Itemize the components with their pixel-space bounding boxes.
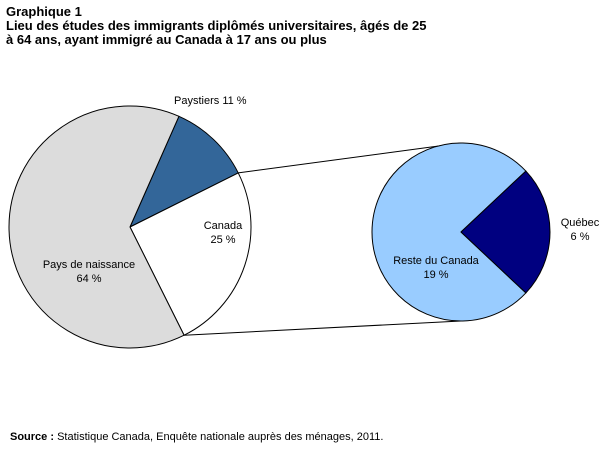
pie-slice-pays-de-naissance bbox=[8, 105, 185, 349]
source-text: Statistique Canada, Enquête nationale au… bbox=[54, 431, 384, 443]
pie-slice-canada bbox=[129, 172, 252, 336]
connector-line-bottom bbox=[184, 320, 462, 336]
label-paystiers: Paystiers 11 % bbox=[174, 95, 247, 107]
label-quebec-name: Québec bbox=[561, 217, 600, 229]
label-quebec-value: 6 % bbox=[571, 231, 590, 243]
label-pays-naissance-value: 64 % bbox=[76, 273, 101, 285]
chart-title-line1: Graphique 1 bbox=[6, 4, 82, 19]
source-label: Source : bbox=[10, 431, 55, 443]
label-reste-canada-name: Reste du Canada bbox=[393, 255, 479, 267]
label-pays-naissance-name: Pays de naissance bbox=[43, 259, 135, 271]
chart-title: Graphique 1 Lieu des études des immigran… bbox=[6, 5, 601, 47]
pie-slice-paystiers bbox=[129, 115, 239, 228]
pie-slice-quebec bbox=[460, 170, 551, 294]
connector-line-top bbox=[238, 142, 462, 174]
label-canada-name: Canada bbox=[204, 220, 243, 232]
source-note: Source : Statistique Canada, Enquête nat… bbox=[10, 431, 383, 443]
chart-title-line3: à 64 ans, ayant immigré au Canada à 17 a… bbox=[6, 32, 327, 47]
label-canada-value: 25 % bbox=[210, 234, 235, 246]
chart-title-line2: Lieu des études des immigrants diplômés … bbox=[6, 18, 427, 33]
label-reste-canada-value: 19 % bbox=[423, 269, 448, 281]
pie-slice-reste-du-canada bbox=[371, 142, 527, 322]
